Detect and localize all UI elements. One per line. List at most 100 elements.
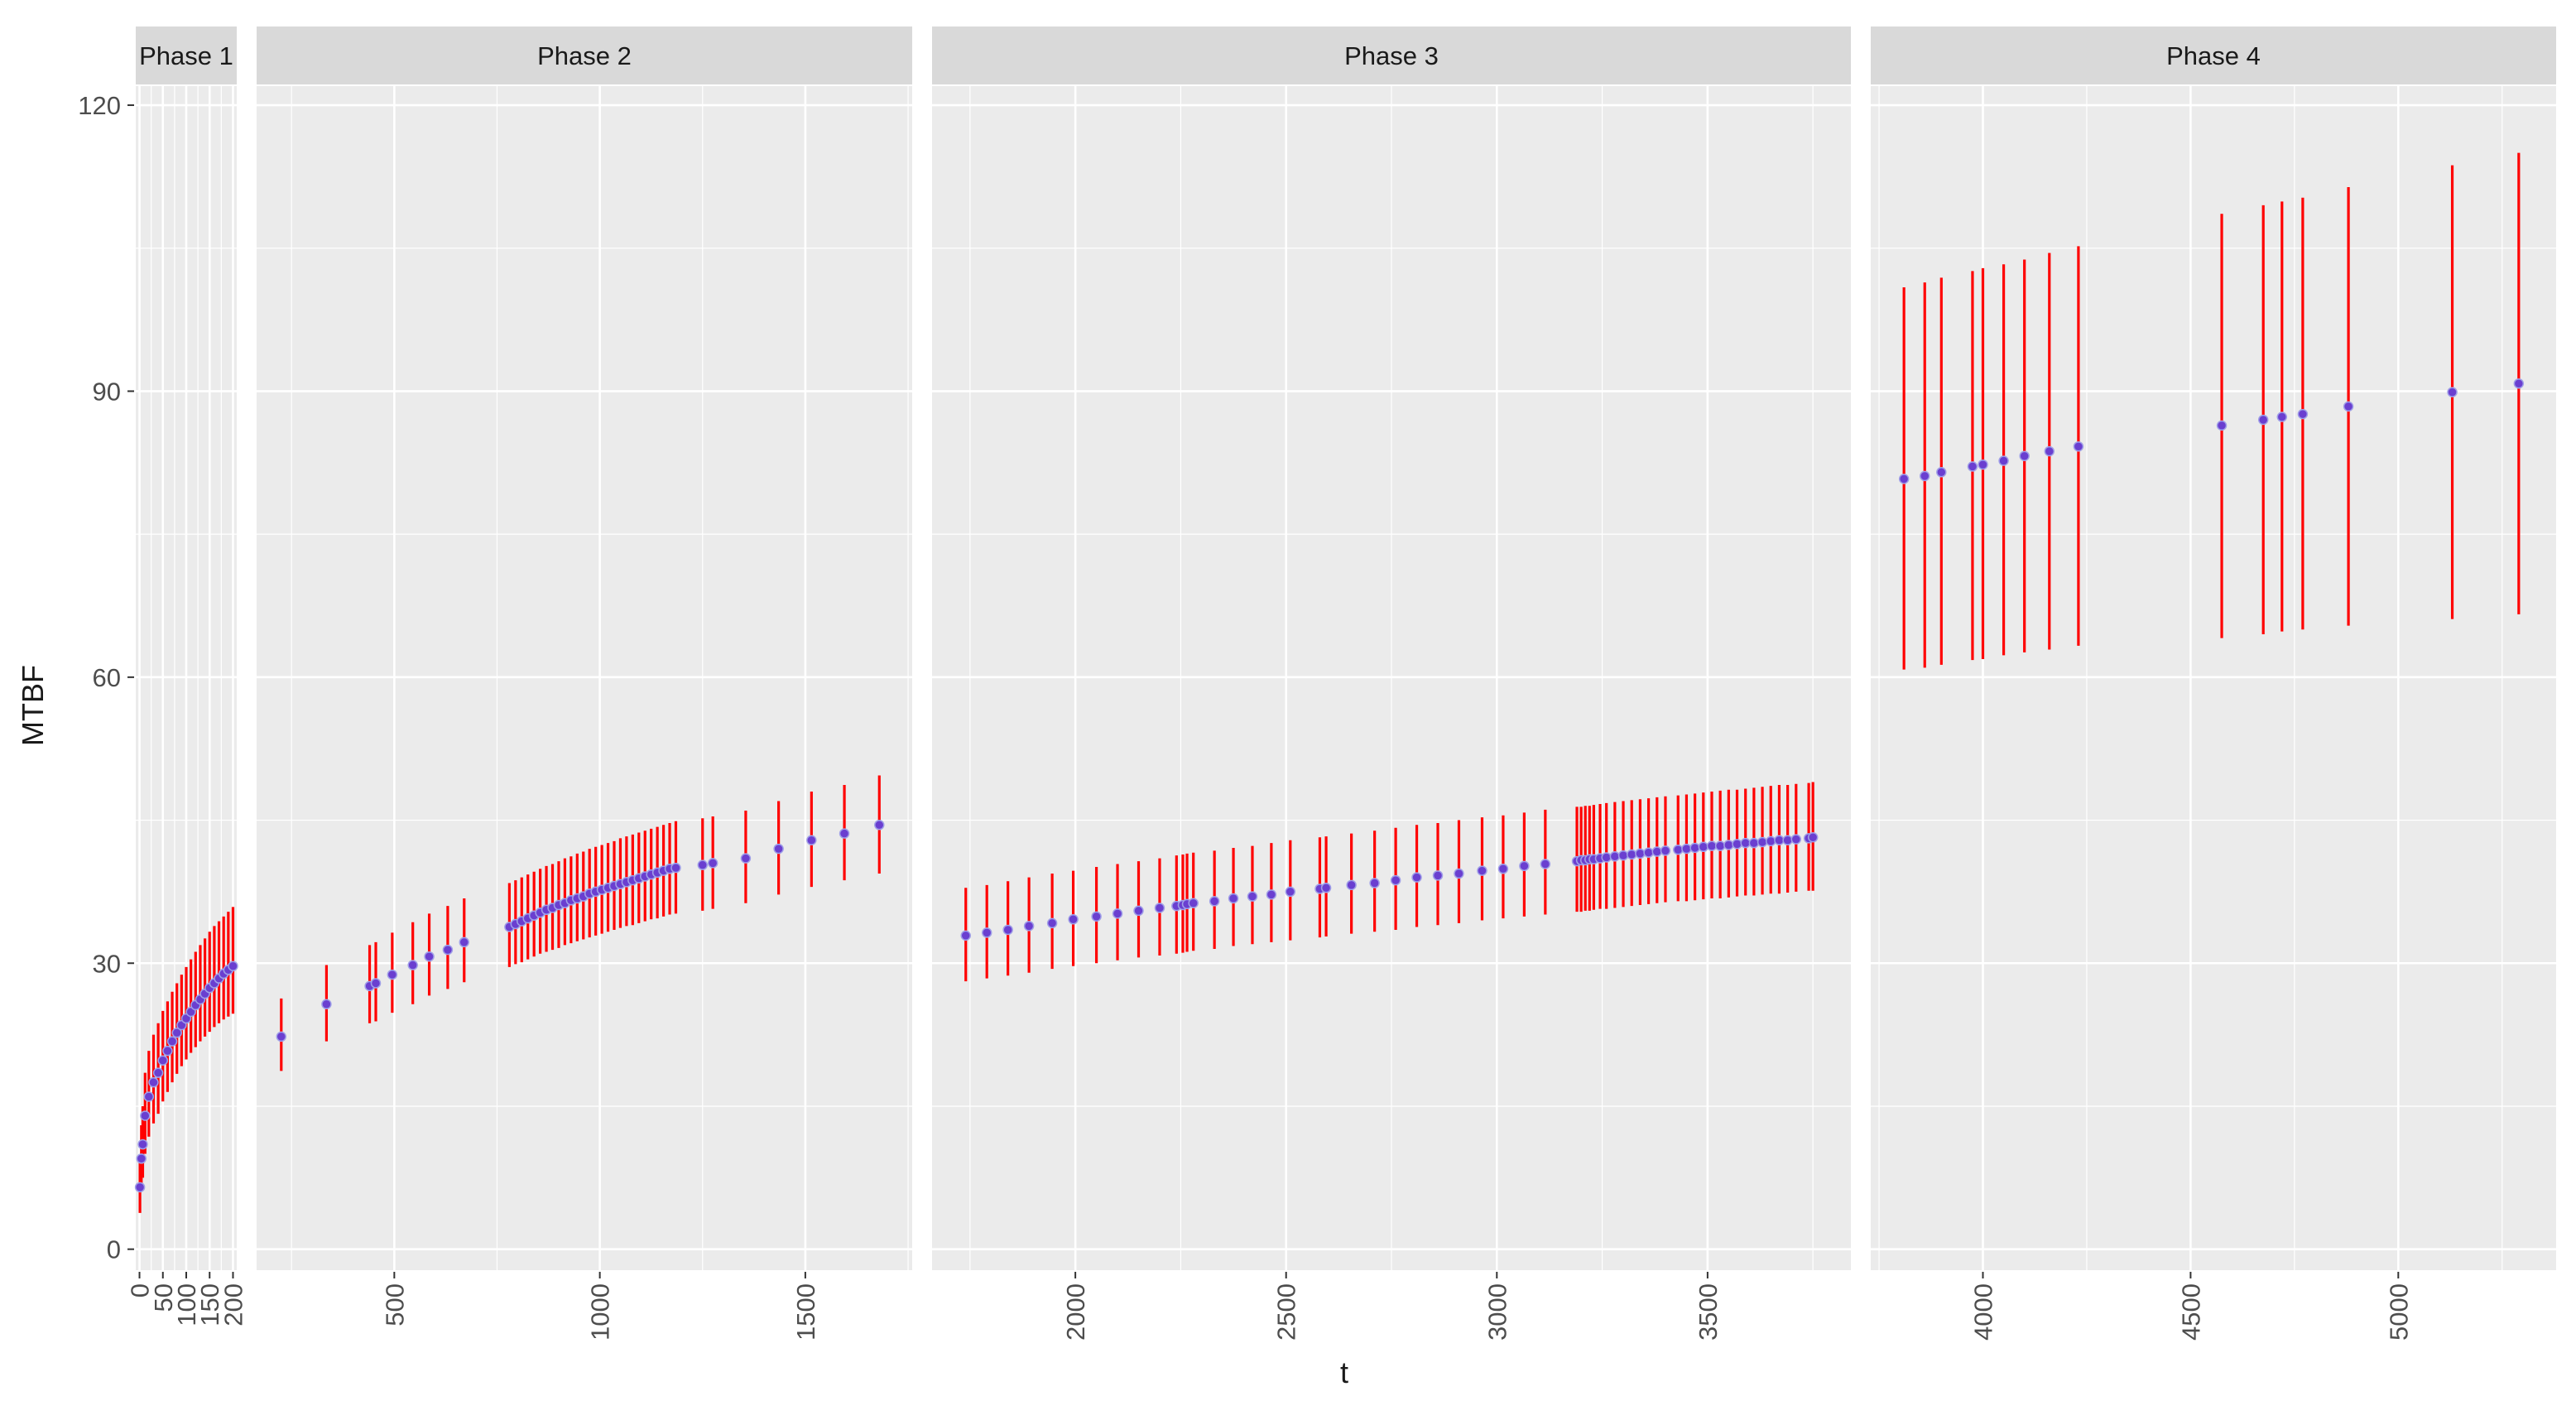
x-tick-label: 5000: [2384, 1283, 2413, 1341]
facet-strip-label: Phase 2: [537, 41, 632, 70]
data-point: [1723, 840, 1734, 850]
data-point: [1660, 845, 1671, 856]
data-point: [1068, 914, 1079, 925]
data-point: [2447, 387, 2458, 397]
data-point: [1209, 896, 1220, 907]
data-point: [1790, 834, 1802, 845]
facet-strip-label: Phase 3: [1344, 41, 1439, 70]
x-tick-label: 100: [172, 1283, 201, 1326]
data-point: [1681, 843, 1692, 855]
x-tick-label: 50: [149, 1283, 178, 1312]
data-point: [1919, 470, 1930, 482]
data-point: [1635, 848, 1646, 859]
data-point: [424, 951, 435, 962]
data-point: [166, 1036, 178, 1047]
facet-3: Phase 3 2000 2500 3000 3500: [932, 26, 1851, 1341]
data-point: [1454, 868, 1464, 879]
data-point: [157, 1055, 169, 1066]
facet-2: Phase 2 500 1000 1500: [257, 26, 912, 1341]
data-point: [1978, 459, 1988, 470]
x-tick-label: 1500: [791, 1283, 820, 1341]
data-point: [874, 820, 885, 830]
facet-4: Phase 4 4000 4500 5000: [1871, 26, 2556, 1341]
facet-strip: [1871, 26, 2556, 84]
x-tick-label: 3000: [1483, 1283, 1511, 1341]
y-tick-label: 0: [107, 1235, 121, 1264]
data-point: [1732, 839, 1742, 850]
data-point: [1643, 847, 1654, 858]
y-axis-title: MTBF: [16, 665, 50, 746]
data-point: [697, 859, 709, 870]
data-point: [1601, 852, 1612, 863]
y-tick-label: 60: [93, 663, 121, 692]
x-tick-label: 4500: [2176, 1283, 2205, 1341]
data-point: [670, 862, 681, 874]
data-point: [1228, 893, 1239, 904]
facet-strip: [136, 26, 237, 84]
data-point: [148, 1076, 159, 1088]
data-point: [387, 969, 398, 980]
data-point: [2276, 412, 2288, 422]
facet-strip-label: Phase 1: [139, 41, 233, 70]
x-tick-label: 4000: [1968, 1283, 1997, 1341]
data-point: [2044, 445, 2055, 457]
data-point: [1609, 851, 1621, 862]
data-point: [136, 1153, 147, 1164]
data-point: [1967, 461, 1978, 472]
data-point: [1266, 889, 1277, 900]
y-tick-label: 90: [93, 377, 121, 406]
data-point: [740, 853, 752, 864]
data-point: [407, 960, 418, 970]
data-point: [1714, 840, 1726, 851]
data-point: [1285, 886, 1296, 898]
data-point: [1766, 835, 1776, 847]
x-tick-label: 0: [126, 1283, 155, 1297]
data-point: [960, 930, 971, 941]
data-point: [1706, 840, 1718, 851]
data-point: [1023, 921, 1035, 932]
data-point: [1740, 837, 1751, 849]
data-point: [773, 843, 784, 855]
facet-strip: [257, 26, 912, 84]
data-point: [134, 1182, 146, 1193]
data-point: [2297, 408, 2309, 420]
x-tick-label: 150: [195, 1283, 224, 1326]
x-tick-label: 200: [219, 1283, 248, 1326]
data-point: [1432, 870, 1444, 881]
x-tick-label: 500: [380, 1283, 409, 1326]
x-tick-label: 3500: [1694, 1283, 1723, 1341]
data-point: [806, 835, 817, 845]
data-point: [1519, 860, 1530, 872]
data-point: [1154, 903, 1165, 913]
data-point: [1998, 455, 2009, 466]
data-point: [1497, 864, 1509, 874]
data-point: [459, 936, 470, 948]
data-point: [442, 944, 454, 956]
data-point: [137, 1139, 148, 1150]
data-point: [1748, 837, 1760, 849]
data-point: [1002, 924, 1013, 936]
data-point: [152, 1067, 164, 1078]
data-point: [1774, 835, 1785, 845]
data-point: [1807, 832, 1819, 843]
data-point: [140, 1110, 151, 1121]
data-point: [1936, 467, 1947, 478]
data-point: [1698, 841, 1709, 853]
data-point: [1247, 891, 1258, 902]
data-point: [370, 978, 382, 989]
data-point: [2343, 401, 2354, 412]
data-point: [1133, 905, 1144, 917]
data-point: [981, 927, 992, 938]
data-point: [2019, 450, 2030, 461]
y-tick-label: 120: [78, 91, 121, 120]
data-point: [1346, 879, 1357, 891]
data-point: [1672, 844, 1684, 855]
data-point: [276, 1031, 287, 1042]
x-axis-title: t: [1340, 1355, 1348, 1389]
data-point: [1112, 908, 1123, 919]
data-point: [1188, 898, 1199, 908]
data-point: [839, 828, 850, 839]
